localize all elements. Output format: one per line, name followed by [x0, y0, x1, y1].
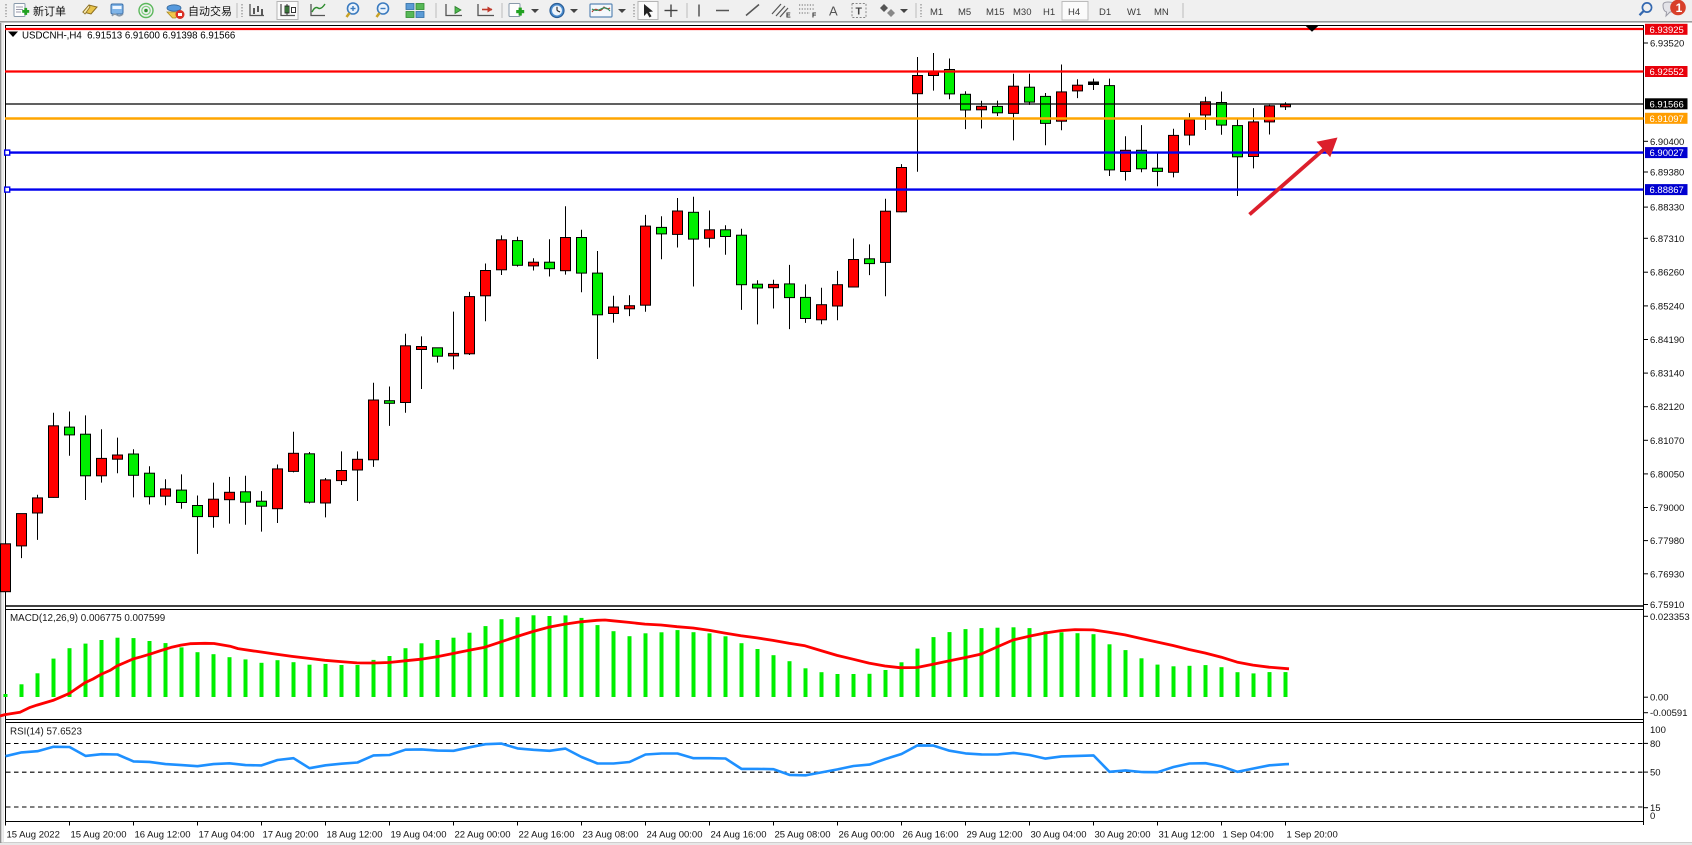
- svg-text:22 Aug 16:00: 22 Aug 16:00: [519, 830, 575, 841]
- svg-text:H4: H4: [1068, 7, 1080, 18]
- svg-text:16 Aug 12:00: 16 Aug 12:00: [135, 830, 191, 841]
- svg-text:17 Aug 20:00: 17 Aug 20:00: [263, 830, 319, 841]
- svg-text:100: 100: [1650, 725, 1666, 736]
- svg-text:F: F: [812, 13, 817, 20]
- svg-text:W1: W1: [1127, 7, 1141, 18]
- svg-text:6.87310: 6.87310: [1650, 234, 1684, 245]
- svg-text:15 Aug 2022: 15 Aug 2022: [7, 830, 60, 841]
- svg-text:6.83140: 6.83140: [1650, 369, 1684, 380]
- svg-text:D1: D1: [1099, 7, 1111, 18]
- svg-text:80: 80: [1650, 739, 1661, 750]
- svg-text:6.92552: 6.92552: [1650, 67, 1684, 78]
- svg-text:6.75910: 6.75910: [1650, 600, 1684, 611]
- svg-text:23 Aug 08:00: 23 Aug 08:00: [583, 830, 639, 841]
- svg-text:24 Aug 16:00: 24 Aug 16:00: [711, 830, 767, 841]
- svg-text:M30: M30: [1013, 7, 1031, 18]
- svg-text:A: A: [829, 4, 838, 19]
- svg-text:6.91097: 6.91097: [1650, 114, 1684, 125]
- svg-text:6.86260: 6.86260: [1650, 268, 1684, 279]
- svg-text:17 Aug 04:00: 17 Aug 04:00: [199, 830, 255, 841]
- svg-text:M1: M1: [930, 7, 943, 18]
- svg-text:6.90400: 6.90400: [1650, 137, 1684, 148]
- svg-text:15: 15: [1650, 803, 1661, 814]
- svg-text:6.93520: 6.93520: [1650, 39, 1684, 50]
- svg-text:25 Aug 08:00: 25 Aug 08:00: [775, 830, 831, 841]
- svg-text:6.76930: 6.76930: [1650, 569, 1684, 580]
- svg-text:18 Aug 12:00: 18 Aug 12:00: [327, 830, 383, 841]
- svg-text:M5: M5: [958, 7, 971, 18]
- svg-text:6.90027: 6.90027: [1650, 148, 1684, 159]
- svg-text:15 Aug 20:00: 15 Aug 20:00: [71, 830, 127, 841]
- svg-text:6.81070: 6.81070: [1650, 436, 1684, 447]
- svg-text:6.89380: 6.89380: [1650, 168, 1684, 179]
- svg-text:26 Aug 00:00: 26 Aug 00:00: [839, 830, 895, 841]
- svg-text:MACD(12,26,9) 0.006775 0.00759: MACD(12,26,9) 0.006775 0.007599: [10, 613, 165, 624]
- svg-text:6.91566: 6.91566: [1650, 99, 1684, 110]
- svg-text:M15: M15: [986, 7, 1004, 18]
- svg-text:6.85240: 6.85240: [1650, 301, 1684, 312]
- svg-text:1: 1: [1676, 1, 1683, 15]
- svg-text:6.80050: 6.80050: [1650, 469, 1684, 480]
- svg-text:30 Aug 20:00: 30 Aug 20:00: [1095, 830, 1151, 841]
- svg-text:6.77980: 6.77980: [1650, 536, 1684, 547]
- svg-text:6.84190: 6.84190: [1650, 335, 1684, 346]
- svg-text:1 Sep 04:00: 1 Sep 04:00: [1223, 830, 1274, 841]
- svg-text:0.023353: 0.023353: [1650, 612, 1690, 623]
- svg-text:19 Aug 04:00: 19 Aug 04:00: [391, 830, 447, 841]
- svg-text:31 Aug 12:00: 31 Aug 12:00: [1159, 830, 1215, 841]
- svg-text:30 Aug 04:00: 30 Aug 04:00: [1031, 830, 1087, 841]
- svg-text:6.82120: 6.82120: [1650, 402, 1684, 413]
- svg-text:26 Aug 16:00: 26 Aug 16:00: [903, 830, 959, 841]
- svg-text:0.00: 0.00: [1650, 693, 1669, 704]
- svg-text:E: E: [786, 13, 791, 20]
- svg-text:50: 50: [1650, 768, 1661, 779]
- svg-text:新订单: 新订单: [33, 4, 66, 18]
- svg-text:22 Aug 00:00: 22 Aug 00:00: [455, 830, 511, 841]
- svg-text:29 Aug 12:00: 29 Aug 12:00: [967, 830, 1023, 841]
- svg-text:自动交易: 自动交易: [188, 4, 232, 18]
- svg-text:H1: H1: [1043, 7, 1055, 18]
- svg-text:-0.00591: -0.00591: [1650, 708, 1688, 719]
- svg-text:USDCNH-,H4 6.91513 6.91600 6.: USDCNH-,H4 6.91513 6.91600 6.91398 6.915…: [22, 31, 235, 42]
- svg-text:6.79000: 6.79000: [1650, 503, 1684, 514]
- svg-text:24 Aug 00:00: 24 Aug 00:00: [647, 830, 703, 841]
- svg-text:T: T: [856, 6, 863, 18]
- svg-text:1 Sep 20:00: 1 Sep 20:00: [1287, 830, 1338, 841]
- svg-text:6.93925: 6.93925: [1650, 25, 1684, 36]
- svg-text:MN: MN: [1154, 7, 1169, 18]
- svg-text:6.88867: 6.88867: [1650, 185, 1684, 196]
- svg-text:6.88330: 6.88330: [1650, 203, 1684, 214]
- svg-text:RSI(14) 57.6523: RSI(14) 57.6523: [10, 727, 82, 738]
- svg-text:0: 0: [1650, 811, 1655, 822]
